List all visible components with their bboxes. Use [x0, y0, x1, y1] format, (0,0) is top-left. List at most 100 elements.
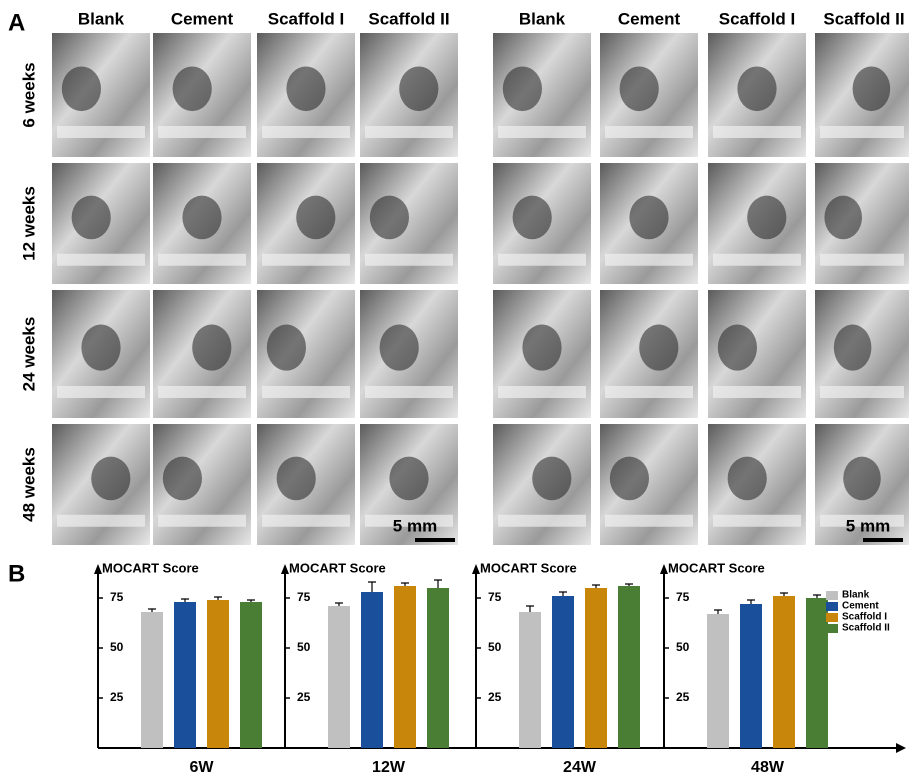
- bar: [394, 586, 416, 748]
- mri-feature: [91, 457, 130, 501]
- error-bar: [247, 600, 255, 602]
- mri-feature: [532, 457, 571, 501]
- error-bar: [434, 580, 442, 588]
- column-header: Scaffold I: [268, 9, 345, 28]
- chart-title: MOCART Score: [102, 560, 199, 575]
- axis-arrow: [281, 564, 289, 574]
- mri-feature: [498, 126, 586, 138]
- mri-feature: [713, 386, 801, 398]
- mri-feature: [834, 325, 872, 371]
- mri-feature: [620, 66, 659, 111]
- mri-feature: [158, 515, 246, 527]
- column-header: Cement: [171, 9, 234, 28]
- legend-label: Scaffold II: [842, 623, 890, 634]
- mri-feature: [713, 254, 801, 266]
- error-bar: [813, 595, 821, 598]
- mri-feature: [389, 457, 428, 501]
- legend-swatch: [826, 602, 838, 611]
- bar: [806, 598, 828, 748]
- mri-feature: [158, 386, 246, 398]
- error-bar: [592, 585, 600, 588]
- legend-label: Cement: [842, 601, 879, 612]
- mri-feature: [81, 325, 120, 371]
- error-bar: [368, 582, 376, 592]
- mri-feature: [498, 515, 586, 527]
- error-bar: [559, 592, 567, 596]
- mri-feature: [365, 254, 453, 266]
- mri-feature: [158, 254, 246, 266]
- y-tick-label: 75: [488, 590, 502, 604]
- bar: [361, 592, 383, 748]
- mri-feature: [718, 325, 757, 371]
- panel-label: B: [8, 560, 25, 587]
- x-tick-label: 12W: [372, 759, 406, 776]
- x-tick-label: 6W: [190, 759, 215, 776]
- column-header: Scaffold II: [368, 9, 449, 28]
- mri-feature: [365, 126, 453, 138]
- bar: [618, 586, 640, 748]
- y-tick-label: 75: [110, 590, 124, 604]
- mri-feature: [747, 196, 786, 240]
- chart-title: MOCART Score: [480, 560, 577, 575]
- mri-feature: [370, 196, 409, 240]
- mri-feature: [728, 457, 767, 501]
- error-bar: [780, 593, 788, 596]
- legend-swatch: [826, 613, 838, 622]
- column-header: Scaffold II: [823, 9, 904, 28]
- mri-feature: [820, 126, 904, 138]
- axis-arrow: [896, 743, 906, 753]
- error-bar: [625, 584, 633, 586]
- y-tick-label: 25: [110, 690, 124, 704]
- error-bar: [401, 583, 409, 586]
- row-label: 24 weeks: [19, 317, 38, 392]
- mri-feature: [605, 386, 693, 398]
- mri-feature: [820, 254, 904, 266]
- figure: A B BlankCementScaffold IScaffold IIBlan…: [0, 0, 909, 776]
- error-bar: [148, 609, 156, 612]
- mri-feature: [853, 66, 891, 111]
- mri-feature: [503, 66, 542, 111]
- mri-feature: [824, 196, 862, 240]
- mri-feature: [713, 515, 801, 527]
- mri-feature: [605, 254, 693, 266]
- mri-feature: [277, 457, 316, 501]
- x-tick-label: 48W: [751, 759, 785, 776]
- y-tick-label: 75: [297, 590, 311, 604]
- mri-feature: [286, 66, 325, 111]
- axis-arrow: [94, 564, 102, 574]
- mri-feature: [267, 325, 306, 371]
- mri-feature: [57, 254, 145, 266]
- error-bar: [214, 597, 222, 600]
- row-label: 12 weeks: [19, 186, 38, 261]
- mri-feature: [262, 515, 350, 527]
- legend-label: Scaffold I: [842, 612, 887, 623]
- chart-title: MOCART Score: [289, 560, 386, 575]
- mri-feature: [513, 196, 552, 240]
- scale-bar-label: 5 mm: [846, 516, 890, 535]
- mri-feature: [296, 196, 335, 240]
- mri-feature: [498, 386, 586, 398]
- mri-feature: [365, 386, 453, 398]
- bar: [207, 600, 229, 748]
- panel-label: A: [8, 9, 25, 36]
- mri-feature: [62, 66, 101, 111]
- mri-feature: [737, 66, 776, 111]
- mri-feature: [262, 386, 350, 398]
- error-bar: [747, 600, 755, 604]
- mri-feature: [57, 515, 145, 527]
- error-bar: [181, 599, 189, 602]
- scale-bar-label: 5 mm: [393, 516, 437, 535]
- column-header: Scaffold I: [719, 9, 796, 28]
- mri-feature: [380, 325, 419, 371]
- mri-feature: [158, 126, 246, 138]
- axis-arrow: [660, 564, 668, 574]
- error-bar: [714, 610, 722, 614]
- row-label: 6 weeks: [19, 62, 38, 127]
- mri-feature: [163, 457, 202, 501]
- chart-title: MOCART Score: [668, 560, 765, 575]
- mri-feature: [629, 196, 668, 240]
- row-label: 48 weeks: [19, 447, 38, 522]
- bar: [519, 612, 541, 748]
- bar: [740, 604, 762, 748]
- error-bar: [526, 606, 534, 612]
